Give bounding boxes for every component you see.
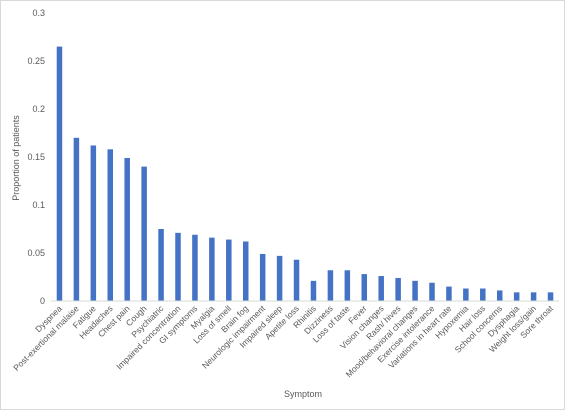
x-axis-label: Symptom <box>284 389 322 399</box>
y-tick-label: 0.1 <box>32 200 45 210</box>
y-tick-label: 0.25 <box>27 56 45 66</box>
bar <box>90 145 97 301</box>
y-axis-ticks: 0 0.05 0.1 0.15 0.2 0.25 0.3 <box>27 8 45 306</box>
bar <box>242 241 249 301</box>
bar <box>327 270 334 301</box>
bar <box>496 290 503 301</box>
bars <box>56 46 554 301</box>
bar <box>412 280 418 301</box>
bar <box>259 253 266 301</box>
bar <box>124 157 130 301</box>
bar <box>293 259 300 301</box>
y-tick-label: 0 <box>40 296 45 306</box>
bar <box>209 237 215 301</box>
y-tick-label: 0.15 <box>27 152 45 162</box>
bar <box>175 232 181 301</box>
bar <box>276 255 283 301</box>
bar <box>429 282 435 301</box>
y-tick-label: 0.3 <box>32 8 45 18</box>
bar <box>547 292 554 301</box>
bar <box>226 239 232 301</box>
bar <box>73 137 80 301</box>
bar <box>56 46 63 301</box>
bar <box>310 280 317 301</box>
bar <box>361 274 368 301</box>
bar <box>395 277 401 301</box>
bar <box>463 288 469 301</box>
bar <box>378 276 384 301</box>
y-axis-label: Proportion of patients <box>11 115 21 201</box>
bar <box>158 229 164 301</box>
bar <box>530 292 537 301</box>
bar <box>344 270 351 301</box>
bar <box>480 288 486 301</box>
bar <box>141 166 147 301</box>
bar <box>446 286 452 301</box>
y-tick-label: 0.2 <box>32 104 45 114</box>
bar <box>192 234 198 301</box>
y-tick-label: 0.05 <box>27 248 45 258</box>
bar <box>107 149 114 301</box>
bar <box>513 292 520 301</box>
